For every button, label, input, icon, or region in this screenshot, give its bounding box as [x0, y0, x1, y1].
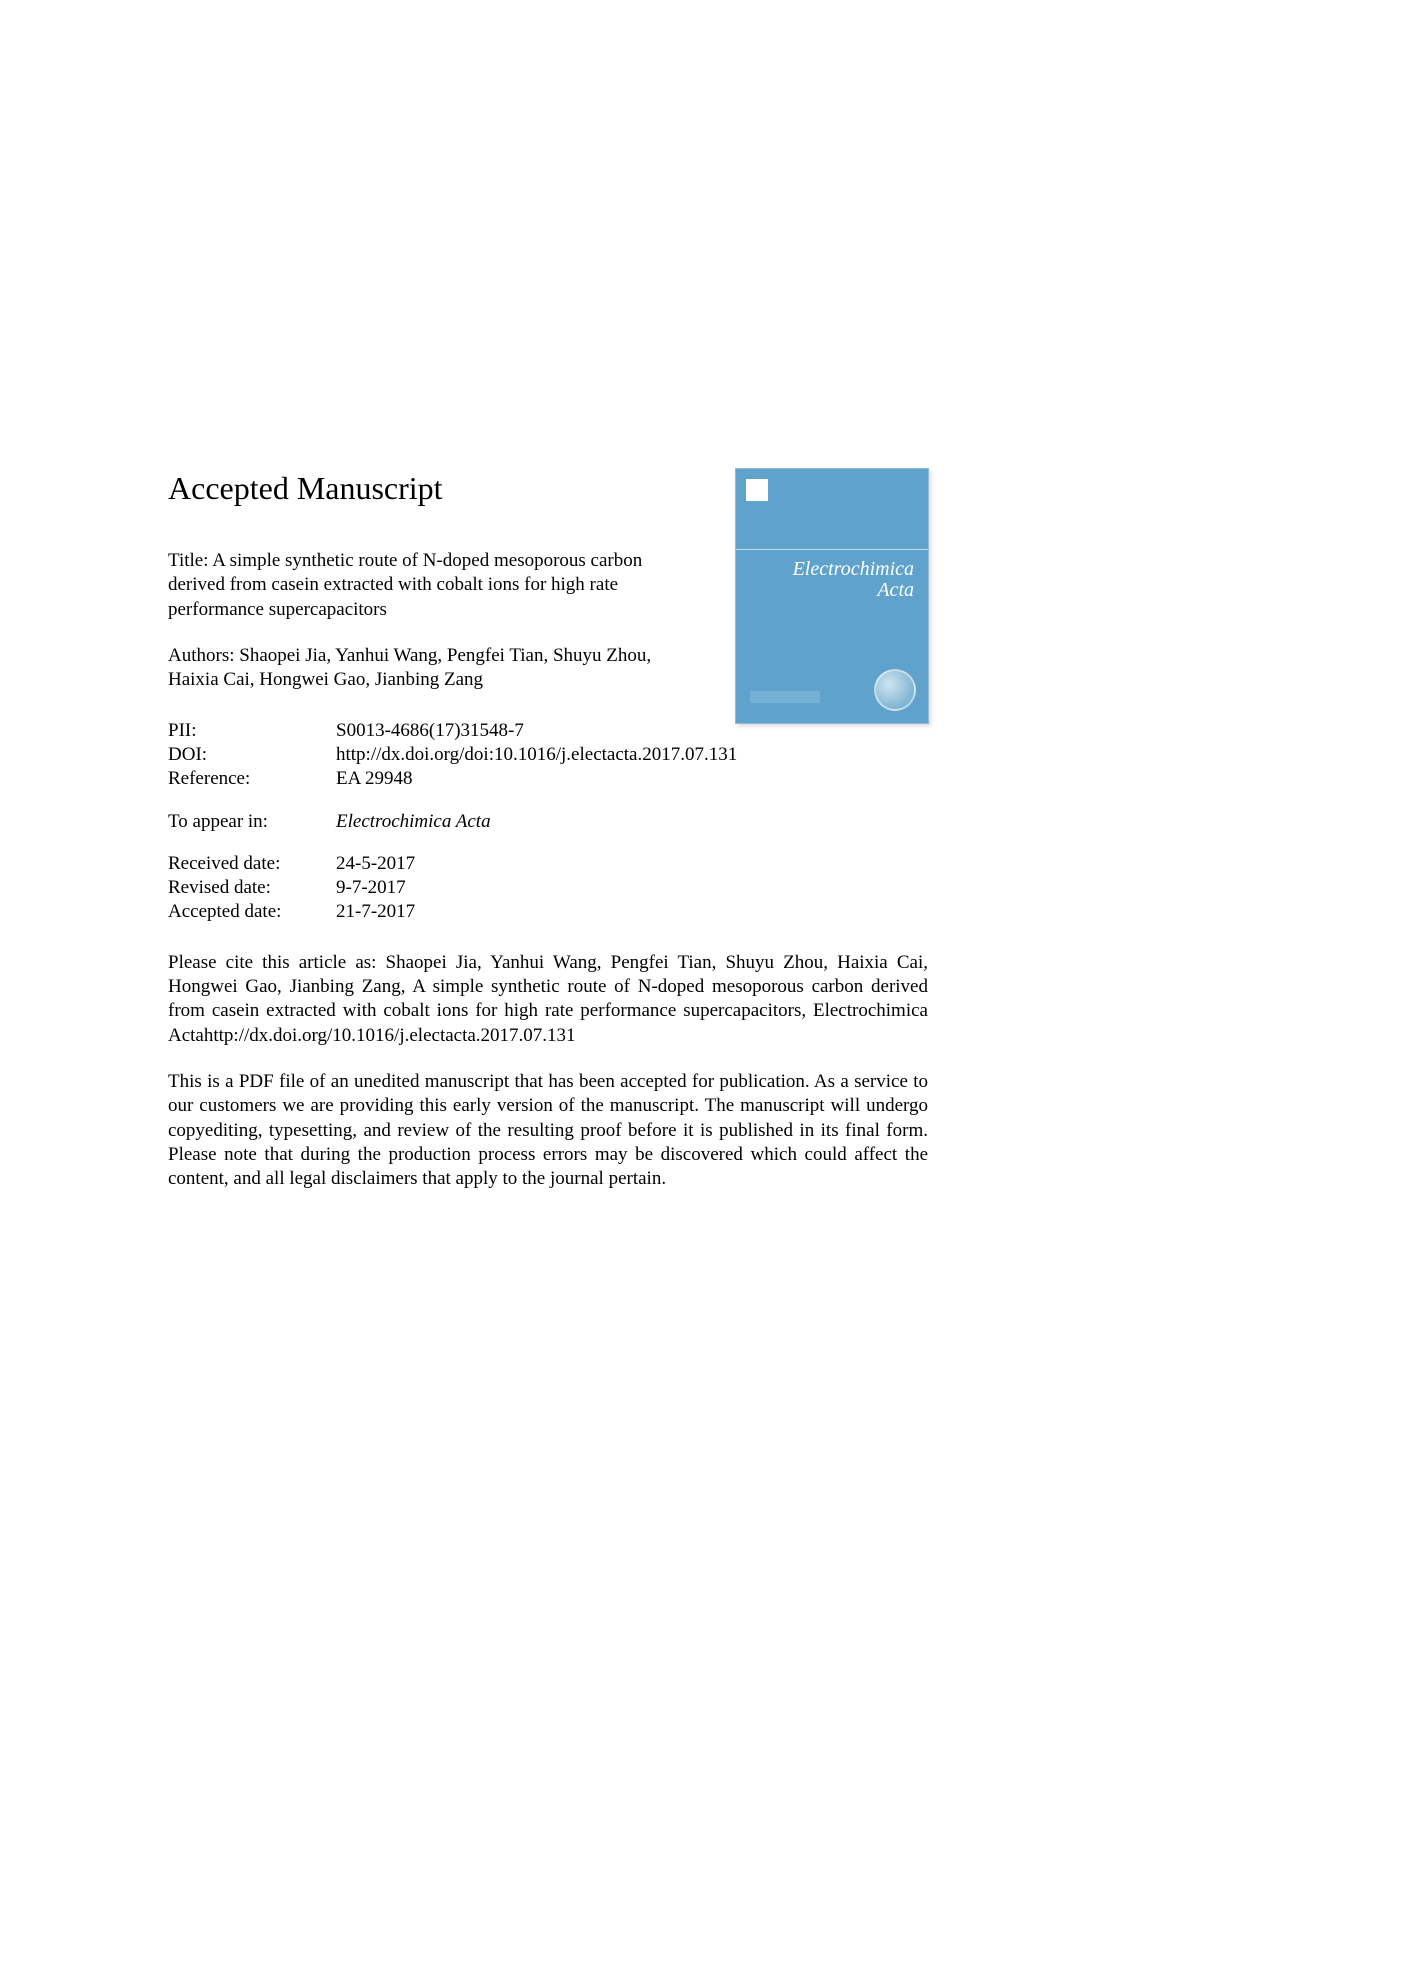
disclaimer-paragraph: This is a PDF file of an unedited manusc… — [168, 1070, 928, 1192]
pii-label: PII: — [168, 719, 336, 743]
authors-prefix: Authors: — [168, 645, 239, 666]
metadata-table: PII: S0013-4686(17)31548-7 DOI: http://d… — [168, 719, 928, 792]
authors-block: Authors: Shaopei Jia, Yanhui Wang, Pengf… — [168, 644, 668, 693]
received-row: Received date: 24-5-2017 — [168, 852, 928, 876]
appear-value: Electrochimica Acta — [336, 810, 491, 834]
reference-value: EA 29948 — [336, 767, 928, 791]
reference-row: Reference: EA 29948 — [168, 767, 928, 791]
manuscript-title-block: Title: A simple synthetic route of N-dop… — [168, 549, 668, 622]
accepted-label: Accepted date: — [168, 900, 336, 924]
doi-value[interactable]: http://dx.doi.org/doi:10.1016/j.electact… — [336, 743, 928, 767]
revised-value: 9-7-2017 — [336, 876, 928, 900]
citation-paragraph: Please cite this article as: Shaopei Jia… — [168, 951, 928, 1048]
received-value: 24-5-2017 — [336, 852, 928, 876]
manuscript-title: A simple synthetic route of N-doped meso… — [168, 550, 642, 620]
appear-in-row: To appear in: Electrochimica Acta — [168, 810, 928, 834]
dates-block: Received date: 24-5-2017 Revised date: 9… — [168, 852, 928, 925]
page-heading: Accepted Manuscript — [168, 470, 928, 507]
doi-label: DOI: — [168, 743, 336, 767]
appear-label: To appear in: — [168, 810, 336, 834]
revised-row: Revised date: 9-7-2017 — [168, 876, 928, 900]
doi-row: DOI: http://dx.doi.org/doi:10.1016/j.ele… — [168, 743, 928, 767]
accepted-row: Accepted date: 21-7-2017 — [168, 900, 928, 924]
reference-label: Reference: — [168, 767, 336, 791]
manuscript-page: Accepted Manuscript Title: A simple synt… — [168, 470, 928, 1214]
accepted-value: 21-7-2017 — [336, 900, 928, 924]
title-prefix: Title: — [168, 550, 212, 571]
authors-list: Shaopei Jia, Yanhui Wang, Pengfei Tian, … — [168, 645, 651, 690]
received-label: Received date: — [168, 852, 336, 876]
pii-row: PII: S0013-4686(17)31548-7 — [168, 719, 928, 743]
pii-value: S0013-4686(17)31548-7 — [336, 719, 928, 743]
revised-label: Revised date: — [168, 876, 336, 900]
